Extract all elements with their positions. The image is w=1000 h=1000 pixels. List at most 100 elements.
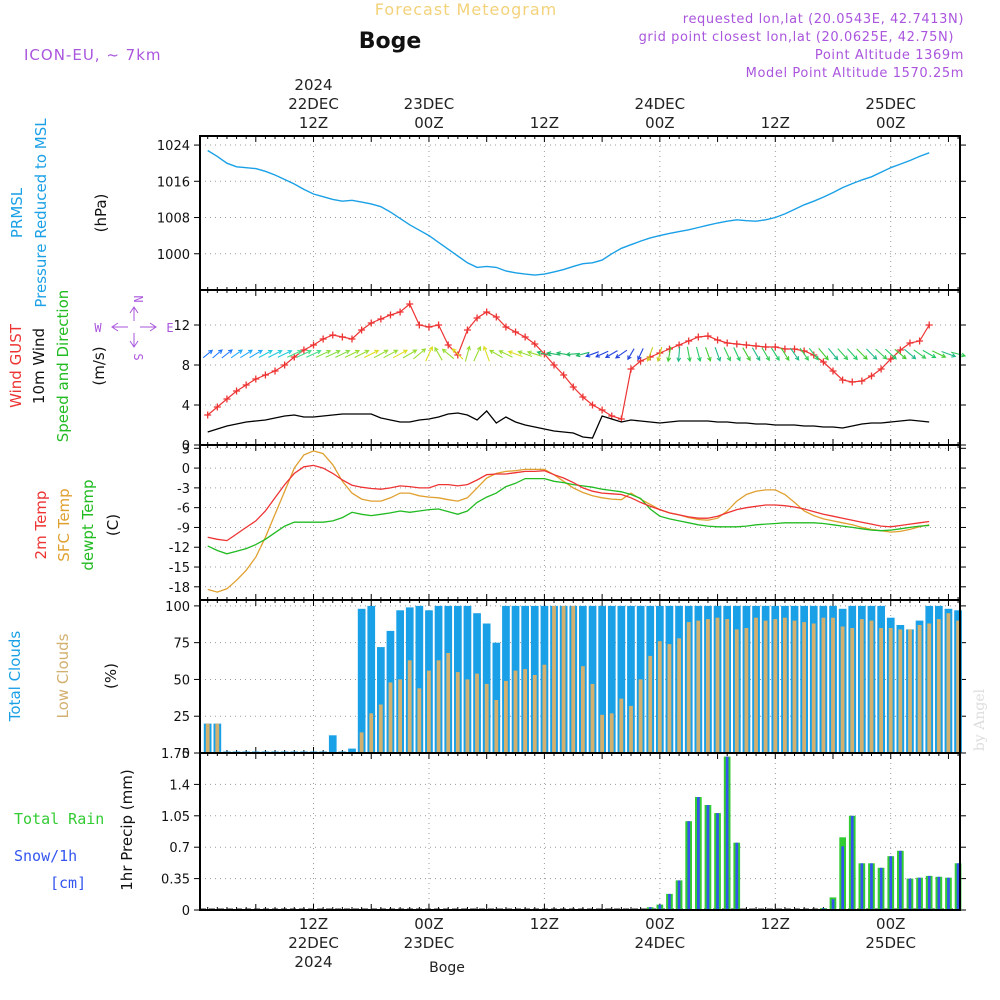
wind-direction-arrow (875, 348, 888, 360)
sfc-temp-line (207, 450, 930, 593)
gust-point (290, 353, 298, 361)
wind-direction-arrow (392, 349, 409, 359)
wind-direction-arrow (789, 347, 800, 361)
wind-direction-arrow (498, 350, 513, 358)
low-cloud-bar (484, 683, 489, 753)
wind-direction-arrow (517, 350, 533, 358)
gust-point (396, 308, 404, 316)
gust-point (435, 321, 443, 329)
wind-direction-arrow (676, 346, 682, 363)
wind-direction-arrow (950, 351, 967, 358)
gust-point (752, 342, 760, 350)
low-cloud-bar (840, 626, 845, 753)
low-cloud-bar (388, 682, 393, 753)
panel-background (200, 753, 960, 910)
low-cloud-bar (475, 673, 479, 753)
gust-point (329, 331, 337, 339)
total-cloud-bar (492, 642, 501, 753)
wind-direction-arrow (488, 349, 503, 359)
low-cloud-bar (734, 629, 739, 753)
gust-point (213, 403, 221, 411)
y-tick-label: 75 (173, 637, 190, 652)
gust-point (425, 323, 433, 331)
snow-bar (841, 846, 844, 910)
wind-direction-arrow (482, 345, 490, 362)
low-cloud-bar (494, 700, 499, 753)
temp-label: 2m Temp (32, 491, 50, 560)
wind-direction-arrow (714, 347, 722, 362)
gust-point (791, 345, 799, 353)
bottom-axis-label: 24DEC (635, 934, 686, 952)
point-altitude: Point Altitude 1369m (815, 48, 964, 63)
snow-unit-label: [cm] (50, 874, 86, 892)
gust-point (223, 395, 231, 403)
wind-direction-arrow (464, 345, 471, 362)
total-cloud-bar (357, 608, 366, 753)
wind-direction-arrow (325, 349, 341, 358)
snow-bar (927, 875, 931, 910)
wind-direction-arrow (686, 346, 692, 363)
top-axis-label: 00Z (876, 114, 905, 132)
low-cloud-bar (696, 620, 701, 753)
model-point-altitude: Model Point Altitude 1570.25m (746, 66, 964, 81)
wind-direction-arrow (799, 347, 809, 361)
gust-point (723, 339, 731, 347)
snow-bar (850, 815, 854, 910)
gust-point (867, 372, 875, 380)
gust-point (367, 319, 375, 327)
wind-direction-arrow (941, 350, 957, 358)
panel-clouds: 0 25 50 75 100 (165, 600, 966, 762)
gust-point (386, 311, 394, 319)
chart-title: Forecast Meteogram (375, 0, 557, 19)
wind-direction-arrow (922, 349, 937, 359)
snow-bar (831, 899, 835, 910)
y-tick-label: 25 (173, 710, 190, 725)
wind-direction-arrow (733, 347, 741, 362)
low-cloud-bar (773, 619, 778, 753)
wind-direction-arrow (837, 348, 849, 361)
gust-point (598, 406, 606, 414)
y-tick-label: 1.4 (169, 778, 190, 793)
low-cloud-bar (523, 669, 527, 753)
clouds-unit: (%) (102, 663, 120, 689)
low-cloud-bar (629, 705, 633, 753)
wind-direction-arrow (827, 348, 839, 361)
panel-background (200, 445, 960, 600)
panel-pressure: 1000 1008 1016 1024 (157, 136, 966, 290)
low-cloud-bar (879, 628, 883, 753)
gust-point (627, 365, 635, 373)
low-cloud-bar (869, 620, 874, 753)
low-cloud-bar (446, 653, 451, 753)
bottom-axis-label: 00Z (876, 915, 905, 933)
wind-direction-arrow (656, 346, 663, 363)
low-cloud-bar (600, 714, 604, 754)
wind-direction-arrow (770, 347, 780, 362)
low-cloud-bar (638, 679, 643, 753)
gust-point (608, 412, 616, 420)
wind-direction-arrow (526, 350, 542, 357)
wind-direction-arrow (240, 349, 253, 359)
wind-direction-arrow (212, 349, 223, 359)
gust-point (444, 341, 452, 349)
total-cloud-bar (377, 647, 385, 753)
wind-direction-arrow (575, 351, 590, 358)
y-tick-label: -3 (177, 482, 190, 497)
low-cloud-bar (571, 605, 576, 753)
low-cloud-bar (686, 622, 691, 753)
gust-point (771, 343, 779, 351)
compass-south: S (131, 353, 145, 360)
wind-direction-arrow (306, 349, 322, 358)
bottom-axis-label: 25DEC (865, 934, 916, 952)
low-cloud-bar (436, 660, 441, 753)
gust-point (560, 371, 568, 379)
wind-direction-arrow (249, 349, 264, 359)
gust-point (233, 387, 241, 395)
y-tick-label: 12 (173, 319, 190, 334)
wind-direction-arrow (761, 347, 770, 362)
wind-direction-arrow (315, 349, 332, 358)
y-tick-label: 0 (182, 904, 190, 919)
gust-point (714, 336, 722, 344)
y-tick-label: 1016 (157, 175, 190, 190)
wind-direction-arrow (413, 348, 427, 360)
